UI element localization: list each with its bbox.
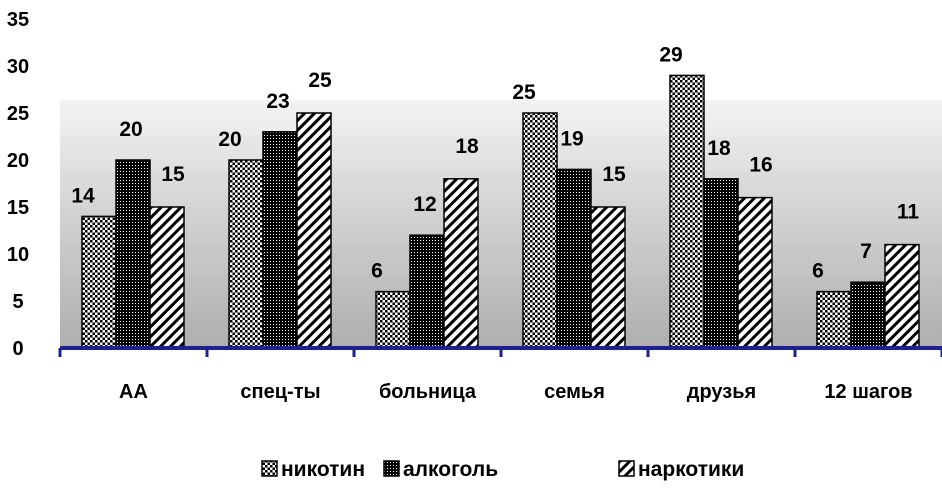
category-label: 12 шагов <box>824 381 912 403</box>
data-label: 12 <box>413 193 436 216</box>
bar-никотин-12 шагов <box>816 290 852 349</box>
legend-label: никотин <box>281 458 365 481</box>
data-label: 6 <box>371 260 383 283</box>
category-label: спец-ты <box>240 381 320 403</box>
bar-наркотики-семья <box>590 206 626 349</box>
plot-bands <box>60 100 942 348</box>
legend-swatch <box>618 460 635 477</box>
data-label: 16 <box>749 154 772 177</box>
bar-наркотики-спец-ты <box>296 112 332 349</box>
bar-алкоголь-семья <box>556 168 592 349</box>
data-label: 11 <box>897 201 920 224</box>
data-label: 18 <box>707 137 731 160</box>
data-label: 14 <box>71 184 95 207</box>
bar-алкоголь-12 шагов <box>850 281 886 349</box>
plot-band <box>60 277 942 313</box>
y-tick-label: 10 <box>7 244 29 266</box>
legend-label: алкоголь <box>403 458 498 481</box>
legend-swatch <box>261 460 278 477</box>
bar-никотин-спец-ты <box>228 159 264 349</box>
y-tick-label: 15 <box>7 197 29 219</box>
y-tick-label: 35 <box>7 9 29 31</box>
bar-алкоголь-друзья <box>703 178 739 349</box>
plot-band <box>60 100 942 135</box>
bar-никотин-АА <box>81 215 117 349</box>
bar-алкоголь-АА <box>115 159 151 349</box>
data-label: 29 <box>659 43 682 66</box>
bar-алкоголь-больница <box>409 234 445 349</box>
y-tick-label: 20 <box>7 150 29 172</box>
legend: никотин алкоголь наркотики <box>261 458 744 481</box>
category-label: друзья <box>687 381 756 403</box>
legend-swatch <box>383 460 400 477</box>
bar-наркотики-12 шагов <box>884 243 920 349</box>
data-label: 25 <box>308 69 332 92</box>
plot-band <box>60 312 942 348</box>
bar-наркотики-друзья <box>737 196 773 349</box>
y-tick-label: 0 <box>12 338 23 360</box>
legend-label: наркотики <box>638 458 744 481</box>
y-axis-ticks: 0 5 10 15 20 25 30 35 <box>7 9 29 360</box>
bar-никотин-друзья <box>669 74 705 349</box>
data-label: 15 <box>161 163 185 186</box>
category-labels: АА спец-ты больница семья друзья 12 шагов <box>119 381 913 403</box>
bar-никотин-семья <box>522 112 558 349</box>
data-label: 18 <box>455 135 479 158</box>
bars <box>81 74 920 349</box>
data-label: 20 <box>119 118 142 141</box>
category-label: АА <box>119 381 148 403</box>
bar-никотин-больница <box>375 290 411 349</box>
data-label: 7 <box>860 240 872 263</box>
y-tick-label: 30 <box>7 56 29 78</box>
category-label: больница <box>379 381 477 403</box>
category-label: семья <box>544 381 605 403</box>
data-labels: 14 20 15 20 23 25 6 12 18 25 19 15 29 18 16 6 7 11 <box>71 43 919 282</box>
data-label: 6 <box>812 260 824 283</box>
data-label: 23 <box>266 90 289 113</box>
bar-наркотики-АА <box>149 206 185 349</box>
y-tick-label: 5 <box>12 291 23 313</box>
data-label: 19 <box>560 127 583 150</box>
data-label: 15 <box>602 163 626 186</box>
y-tick-label: 25 <box>7 103 29 125</box>
plot-band <box>60 171 942 206</box>
bar-алкоголь-спец-ты <box>262 131 298 349</box>
data-label: 25 <box>512 81 536 104</box>
plot-band <box>60 135 942 170</box>
plot-band <box>60 241 942 278</box>
plot-background <box>60 100 942 348</box>
bar-наркотики-больница <box>443 178 479 349</box>
data-label: 20 <box>218 128 241 151</box>
x-axis <box>58 346 942 357</box>
plot-band <box>60 206 942 241</box>
